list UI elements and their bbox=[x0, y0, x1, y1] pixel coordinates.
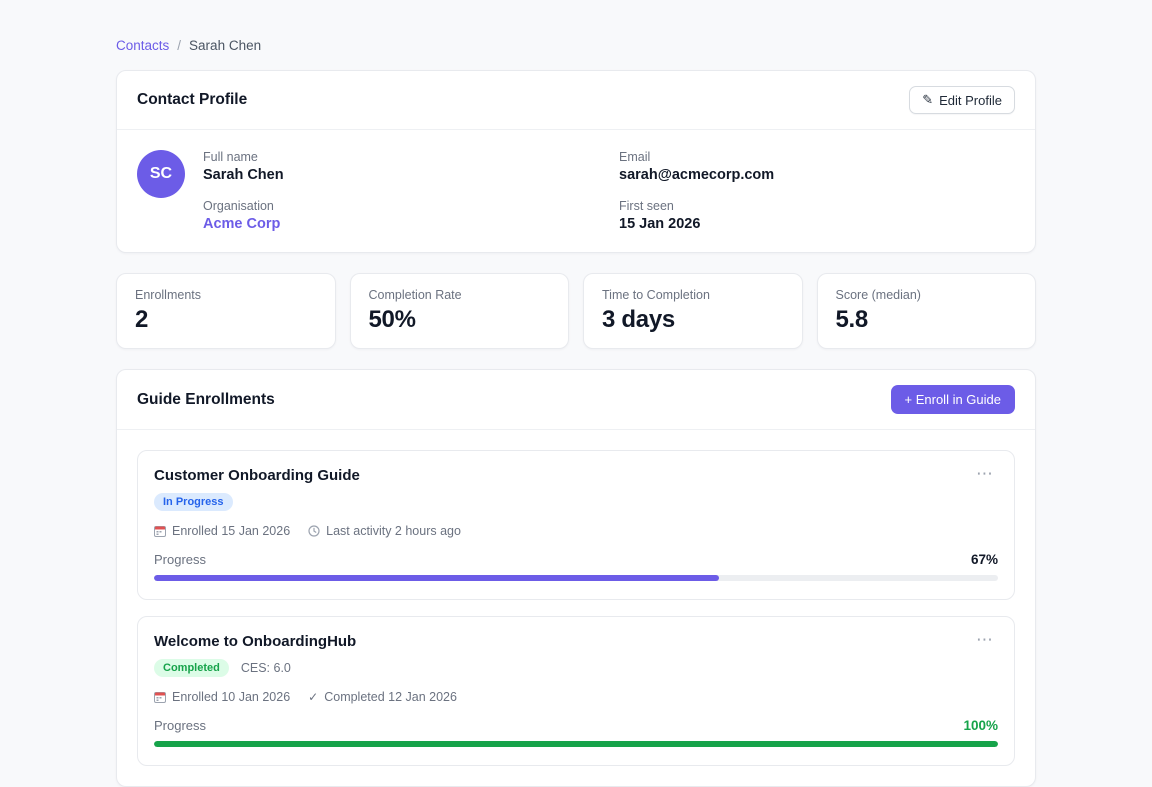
progress-bar-fill bbox=[154, 741, 998, 747]
pencil-icon: ✎ bbox=[922, 92, 933, 108]
contact-profile-header: Contact Profile ✎ Edit Profile bbox=[117, 71, 1035, 130]
completed-date-text: Completed 12 Jan 2026 bbox=[324, 690, 457, 704]
first-seen-label: First seen bbox=[619, 199, 1015, 213]
full-name-value: Sarah Chen bbox=[203, 167, 599, 183]
status-badge: Completed bbox=[154, 659, 229, 677]
profile-fields-left: Full name Sarah Chen Organisation Acme C… bbox=[203, 150, 599, 232]
guide-enrollments-header: Guide Enrollments + Enroll in Guide bbox=[117, 370, 1035, 430]
progress-head: Progress 67% bbox=[154, 552, 998, 567]
breadcrumb-current: Sarah Chen bbox=[189, 38, 261, 53]
stat-label: Score (median) bbox=[836, 288, 1018, 302]
profile-fields: Full name Sarah Chen Organisation Acme C… bbox=[203, 150, 1015, 232]
stat-card-completion-rate: Completion Rate 50% bbox=[350, 273, 570, 349]
status-badge: In Progress bbox=[154, 493, 233, 511]
first-seen-value: 15 Jan 2026 bbox=[619, 216, 1015, 232]
breadcrumb-separator: / bbox=[177, 38, 181, 53]
enrollment-card: Welcome to OnboardingHub ⋯ Completed CES… bbox=[137, 616, 1015, 766]
organisation-label: Organisation bbox=[203, 199, 599, 213]
stat-label: Enrollments bbox=[135, 288, 317, 302]
field-full-name: Full name Sarah Chen bbox=[203, 150, 599, 183]
ces-score: CES: 6.0 bbox=[241, 661, 291, 675]
progress-bar-fill bbox=[154, 575, 719, 581]
stat-value: 2 bbox=[135, 306, 317, 334]
stat-label: Time to Completion bbox=[602, 288, 784, 302]
guide-enrollments-title: Guide Enrollments bbox=[137, 391, 275, 409]
stat-card-score-median: Score (median) 5.8 bbox=[817, 273, 1037, 349]
stats-row: Enrollments 2 Completion Rate 50% Time t… bbox=[116, 273, 1036, 349]
stat-card-time-to-completion: Time to Completion 3 days bbox=[583, 273, 803, 349]
enrollment-top-row: Customer Onboarding Guide ⋯ bbox=[154, 467, 998, 484]
progress-percent: 67% bbox=[971, 552, 998, 567]
check-icon: ✓ bbox=[308, 690, 318, 704]
contact-profile-body: SC Full name Sarah Chen Organisation Acm… bbox=[117, 130, 1035, 252]
calendar-icon bbox=[154, 525, 166, 537]
enrolled-date: Enrolled 10 Jan 2026 bbox=[154, 690, 290, 704]
last-activity: Last activity 2 hours ago bbox=[308, 524, 461, 538]
more-options-icon[interactable]: ⋯ bbox=[972, 633, 998, 647]
avatar: SC bbox=[137, 150, 185, 198]
progress-bar bbox=[154, 575, 998, 581]
edit-profile-label: Edit Profile bbox=[939, 93, 1002, 108]
badge-row: In Progress bbox=[154, 493, 998, 511]
stat-value: 50% bbox=[369, 306, 551, 334]
stat-card-enrollments: Enrollments 2 bbox=[116, 273, 336, 349]
stat-value: 5.8 bbox=[836, 306, 1018, 334]
field-email: Email sarah@acmecorp.com bbox=[619, 150, 1015, 183]
clock-icon bbox=[308, 525, 320, 537]
enrolled-date: Enrolled 15 Jan 2026 bbox=[154, 524, 290, 538]
progress-label: Progress bbox=[154, 552, 206, 567]
calendar-icon bbox=[154, 691, 166, 703]
badge-row: Completed CES: 6.0 bbox=[154, 659, 998, 677]
enrollment-meta: Enrolled 10 Jan 2026 ✓ Completed 12 Jan … bbox=[154, 690, 998, 704]
edit-profile-button[interactable]: ✎ Edit Profile bbox=[909, 86, 1015, 114]
enrolled-date-text: Enrolled 10 Jan 2026 bbox=[172, 690, 290, 704]
organisation-link[interactable]: Acme Corp bbox=[203, 216, 280, 232]
email-value: sarah@acmecorp.com bbox=[619, 167, 1015, 183]
profile-fields-right: Email sarah@acmecorp.com First seen 15 J… bbox=[619, 150, 1015, 232]
enrollment-card: Customer Onboarding Guide ⋯ In Progress bbox=[137, 450, 1015, 600]
progress-percent: 100% bbox=[963, 718, 998, 733]
guide-enrollments-body: Customer Onboarding Guide ⋯ In Progress bbox=[117, 430, 1035, 786]
field-first-seen: First seen 15 Jan 2026 bbox=[619, 199, 1015, 232]
completed-date: ✓ Completed 12 Jan 2026 bbox=[308, 690, 457, 704]
stat-value: 3 days bbox=[602, 306, 784, 334]
full-name-label: Full name bbox=[203, 150, 599, 164]
enrolled-date-text: Enrolled 15 Jan 2026 bbox=[172, 524, 290, 538]
breadcrumb-contacts-link[interactable]: Contacts bbox=[116, 38, 169, 53]
enrollment-title: Customer Onboarding Guide bbox=[154, 467, 360, 484]
breadcrumb: Contacts / Sarah Chen bbox=[116, 38, 1036, 53]
guide-enrollments-card: Guide Enrollments + Enroll in Guide Cust… bbox=[116, 369, 1036, 787]
progress-label: Progress bbox=[154, 718, 206, 733]
enrollment-top-row: Welcome to OnboardingHub ⋯ bbox=[154, 633, 998, 650]
more-options-icon[interactable]: ⋯ bbox=[972, 467, 998, 481]
contact-profile-card: Contact Profile ✎ Edit Profile SC Full n… bbox=[116, 70, 1036, 253]
contact-profile-title: Contact Profile bbox=[137, 91, 247, 109]
enroll-in-guide-button[interactable]: + Enroll in Guide bbox=[891, 385, 1015, 414]
enrollment-meta: Enrolled 15 Jan 2026 Last activity 2 hou… bbox=[154, 524, 998, 538]
stat-label: Completion Rate bbox=[369, 288, 551, 302]
last-activity-text: Last activity 2 hours ago bbox=[326, 524, 461, 538]
page-container: Contacts / Sarah Chen Contact Profile ✎ … bbox=[116, 0, 1036, 787]
progress-head: Progress 100% bbox=[154, 718, 998, 733]
progress-bar bbox=[154, 741, 998, 747]
enrollment-title: Welcome to OnboardingHub bbox=[154, 633, 356, 650]
field-organisation: Organisation Acme Corp bbox=[203, 199, 599, 232]
email-label: Email bbox=[619, 150, 1015, 164]
